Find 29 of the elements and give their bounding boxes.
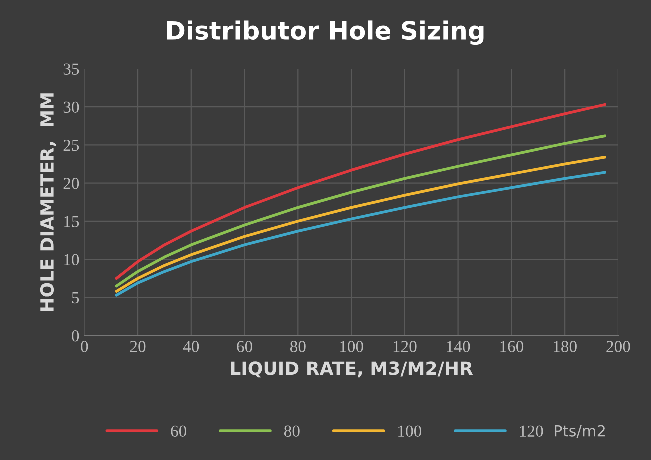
legend-label: 100 (398, 426, 422, 438)
y-tick-label: 15 (64, 216, 80, 228)
y-tick-label: 5 (72, 292, 80, 304)
x-axis-title: LIQUID RATE, M3/M2/HR (231, 362, 474, 378)
x-tick-label: 100 (340, 341, 364, 352)
y-tick-label: 0 (72, 330, 80, 342)
legend-title: Pts/m2 (555, 425, 605, 438)
y-tick-label: 30 (64, 102, 80, 114)
y-tick-label: 35 (64, 64, 80, 75)
x-tick-label: 0 (81, 341, 88, 352)
y-tick-label: 25 (64, 140, 80, 152)
x-tick-label: 60 (237, 341, 252, 352)
legend-label: 80 (284, 426, 300, 438)
x-tick-label: 160 (500, 341, 524, 352)
x-tick-label: 140 (447, 341, 470, 352)
line-series (115, 103, 606, 280)
x-tick-label: 80 (290, 341, 306, 352)
legend-label: 120 (520, 426, 544, 438)
y-tick-label: 10 (64, 254, 80, 266)
y-tick-label: 20 (64, 178, 80, 190)
y-axis-title: HOLE DIAMETER, MM (40, 94, 56, 312)
x-tick-label: 200 (606, 341, 630, 352)
x-tick-label: 120 (394, 341, 417, 352)
x-tick-label: 20 (130, 341, 146, 352)
x-tick-label: 180 (554, 341, 577, 352)
legend-label: 60 (171, 426, 187, 438)
x-tick-label: 40 (183, 341, 200, 352)
chart-title: Distributor Hole Sizing (167, 20, 484, 46)
line-series (115, 134, 606, 288)
